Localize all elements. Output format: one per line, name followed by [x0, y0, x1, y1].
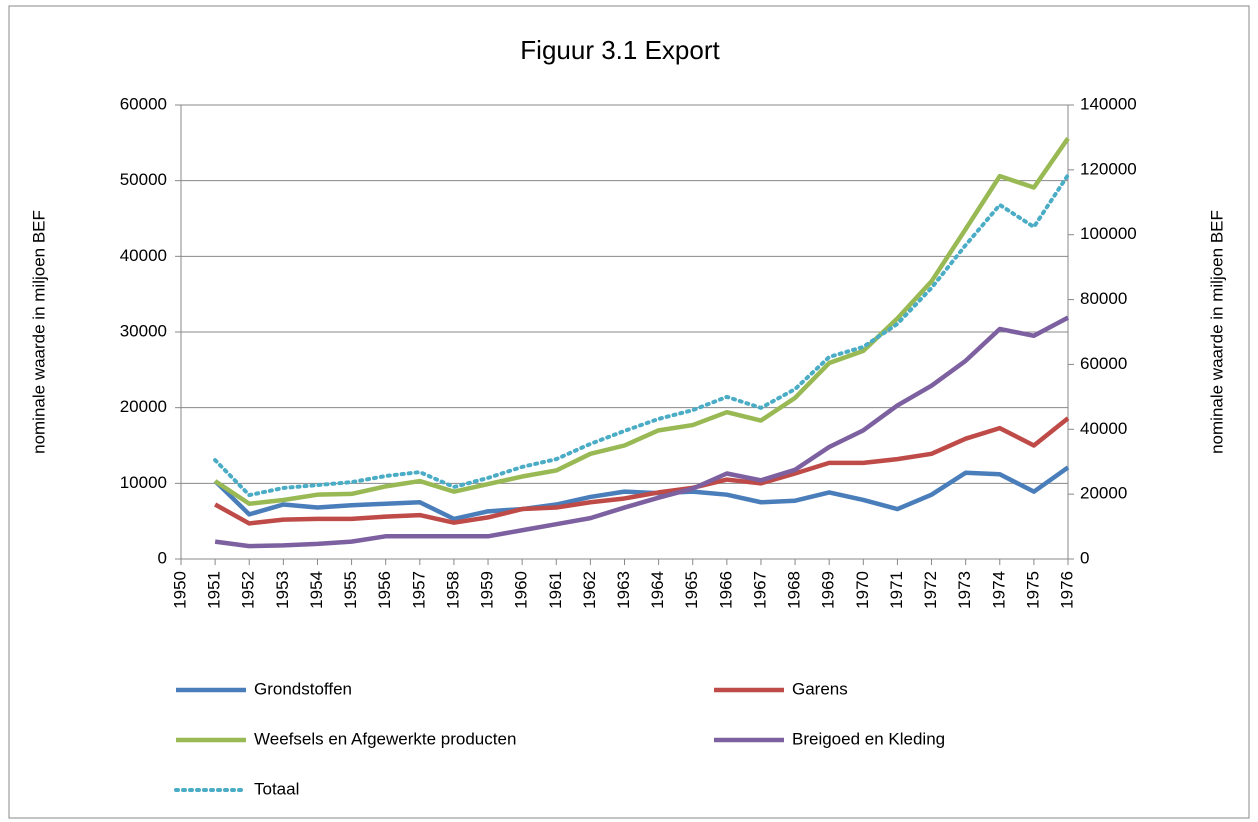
- x-tick-label: 1972: [921, 571, 940, 609]
- x-tick-label: 1956: [375, 571, 394, 609]
- x-tick-label: 1969: [819, 571, 838, 609]
- x-tick-label: 1971: [887, 571, 906, 609]
- chart-frame: [8, 5, 1250, 819]
- x-tick-label: 1975: [1023, 571, 1042, 609]
- x-tick-label: 1965: [682, 571, 701, 609]
- y2-tick-label: 0: [1080, 548, 1089, 567]
- x-tick-label: 1970: [853, 571, 872, 609]
- legend-label: Totaal: [254, 779, 299, 798]
- x-tick-label: 1963: [614, 571, 633, 609]
- series-line: [213, 137, 1070, 507]
- series-line: [213, 173, 1070, 498]
- series-line: [214, 315, 1070, 549]
- series-line: [214, 416, 1070, 526]
- legend-label: Weefsels en Afgewerkte producten: [254, 729, 516, 748]
- y-tick-label: 10000: [120, 473, 167, 492]
- x-tick-label: 1968: [785, 571, 804, 609]
- y-tick-label: 30000: [120, 321, 167, 340]
- x-tick-label: 1951: [205, 571, 224, 609]
- x-tick-label: 1950: [170, 571, 189, 609]
- x-tick-label: 1958: [443, 571, 462, 609]
- x-tick-label: 1967: [750, 571, 769, 609]
- x-tick-label: 1964: [648, 571, 667, 609]
- y2-axis-title: nominale waarde in miljoen BEF: [1207, 210, 1226, 454]
- y-tick-label: 50000: [120, 170, 167, 189]
- y-tick-label: 0: [158, 548, 167, 567]
- x-tick-label: 1962: [580, 571, 599, 609]
- x-tick-label: 1957: [409, 571, 428, 609]
- legend-label: Breigoed en Kleding: [792, 729, 945, 748]
- y2-tick-label: 100000: [1080, 224, 1137, 243]
- y-tick-label: 60000: [120, 94, 167, 113]
- y2-tick-label: 140000: [1080, 94, 1137, 113]
- x-tick-label: 1952: [239, 571, 258, 609]
- x-tick-label: 1953: [273, 571, 292, 609]
- legend-label: Grondstoffen: [254, 679, 352, 698]
- x-tick-label: 1955: [341, 571, 360, 609]
- y2-tick-label: 60000: [1080, 354, 1127, 373]
- y-axis-title: nominale waarde in miljoen BEF: [29, 210, 48, 454]
- x-tick-label: 1954: [307, 571, 326, 609]
- y2-tick-label: 20000: [1080, 484, 1127, 503]
- x-tick-label: 1973: [955, 571, 974, 609]
- y2-tick-label: 40000: [1080, 419, 1127, 438]
- y-tick-label: 20000: [120, 397, 167, 416]
- y-tick-label: 40000: [120, 246, 167, 265]
- chart-title: Figuur 3.1 Export: [520, 35, 720, 65]
- series-line: [213, 465, 1070, 522]
- x-tick-label: 1961: [546, 571, 565, 609]
- x-tick-label: 1960: [512, 571, 531, 609]
- x-tick-label: 1966: [716, 571, 735, 609]
- x-tick-label: 1976: [1057, 571, 1076, 609]
- x-tick-label: 1974: [989, 571, 1008, 609]
- y2-tick-label: 120000: [1080, 159, 1137, 178]
- x-tick-label: 1959: [478, 571, 497, 609]
- y2-tick-label: 80000: [1080, 289, 1127, 308]
- legend-label: Garens: [792, 679, 848, 698]
